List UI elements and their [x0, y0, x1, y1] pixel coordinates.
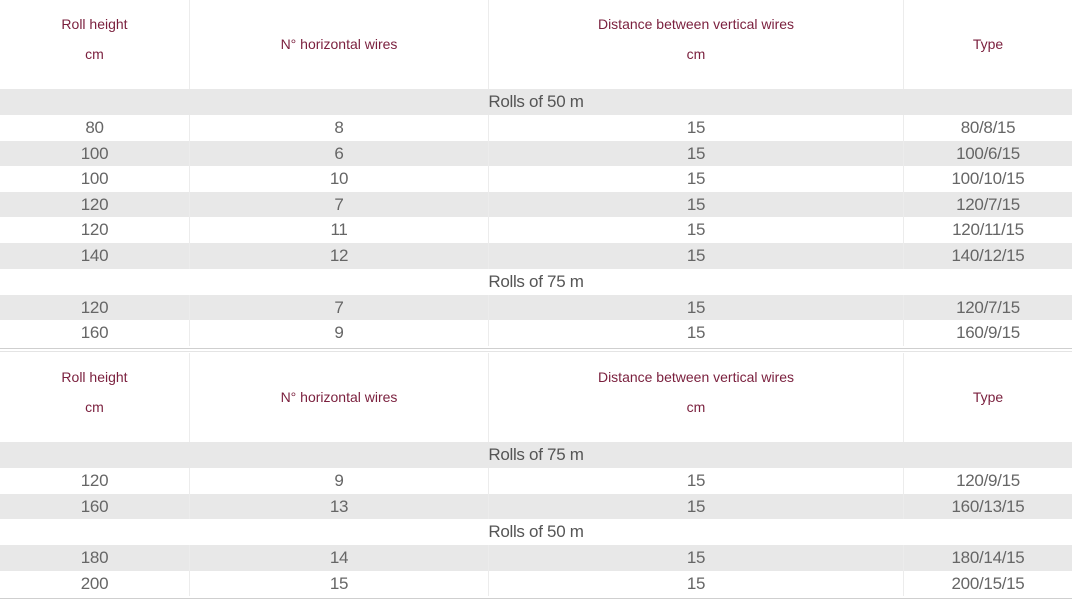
cell-distance: 15: [489, 468, 904, 494]
header-roll-height: Roll height cm: [0, 353, 190, 442]
cell-roll-height: 120: [0, 217, 190, 243]
header-distance: Distance between vertical wires cm: [489, 0, 904, 89]
cell-horizontal-wires: 9: [190, 320, 489, 346]
header-distance-unit: cm: [686, 399, 706, 415]
table-header: Roll height cm N° horizontal wires Dista…: [0, 353, 1072, 442]
table-row: 140 12 15 140/12/15: [0, 242, 1072, 269]
header-horizontal-wires: N° horizontal wires: [190, 0, 489, 89]
table-divider: [0, 351, 1072, 352]
cell-distance: 15: [489, 191, 904, 218]
group-heading: Rolls of 50 m: [0, 519, 1072, 546]
cell-horizontal-wires: 9: [190, 468, 489, 494]
table-row: 80 8 15 80/8/15: [0, 115, 1072, 141]
cell-distance: 15: [489, 493, 904, 520]
cell-type: 160/13/15: [951, 496, 1025, 516]
cell-horizontal-wires: 12: [190, 242, 489, 269]
cell-distance: 15: [489, 115, 904, 141]
cell-horizontal-wires: 7: [190, 191, 489, 218]
cell-distance: 15: [489, 545, 904, 571]
cell-type: 100/6/15: [956, 143, 1020, 163]
header-roll-height-label: Roll height: [61, 16, 128, 32]
header-type: Type: [904, 353, 1072, 442]
cell-type: 140/12/15: [951, 245, 1025, 265]
cell-roll-height: 120: [0, 191, 190, 218]
cell-horizontal-wires: 11: [190, 217, 489, 243]
cell-distance: 15: [489, 294, 904, 321]
header-horizontal-wires-label: N° horizontal wires: [280, 36, 398, 52]
cell-type: 120/9/15: [956, 471, 1020, 490]
cell-roll-height: 200: [0, 570, 190, 597]
header-distance: Distance between vertical wires cm: [489, 353, 904, 442]
header-roll-height: Roll height cm: [0, 0, 190, 89]
cell-roll-height: 100: [0, 140, 190, 167]
cell-horizontal-wires: 15: [190, 570, 489, 597]
cell-distance: 15: [489, 570, 904, 597]
cell-roll-height: 140: [0, 242, 190, 269]
cell-distance: 15: [489, 140, 904, 167]
cell-type: 120/7/15: [956, 297, 1020, 317]
cell-type: 200/15/15: [951, 573, 1025, 593]
cell-roll-height: 120: [0, 468, 190, 494]
table-row: 120 11 15 120/11/15: [0, 217, 1072, 243]
cell-horizontal-wires: 7: [190, 294, 489, 321]
header-horizontal-wires: N° horizontal wires: [190, 353, 489, 442]
spec-table-1: Roll height cm N° horizontal wires Dista…: [0, 0, 1072, 346]
cell-roll-height: 160: [0, 320, 190, 346]
cell-type: 160/9/15: [956, 323, 1020, 343]
group-heading: Rolls of 75 m: [0, 442, 1072, 468]
header-roll-height-label: Roll height: [61, 369, 128, 385]
cell-type: 80/8/15: [960, 118, 1016, 137]
cell-roll-height: 180: [0, 545, 190, 571]
table-row: 200 15 15 200/15/15: [0, 570, 1072, 597]
cell-distance: 15: [489, 242, 904, 269]
cell-type: 120/11/15: [952, 220, 1024, 240]
cell-horizontal-wires: 10: [190, 166, 489, 192]
table-row: 120 7 15 120/7/15: [0, 191, 1072, 218]
cell-roll-height: 80: [0, 115, 190, 141]
header-roll-height-unit: cm: [85, 46, 104, 62]
table-row: 160 13 15 160/13/15: [0, 493, 1072, 520]
header-distance-label: Distance between vertical wires: [597, 369, 795, 385]
cell-roll-height: 100: [0, 166, 190, 192]
group-heading: Rolls of 50 m: [0, 89, 1072, 115]
header-roll-height-unit: cm: [85, 399, 104, 415]
cell-horizontal-wires: 14: [190, 545, 489, 571]
header-type-label: Type: [972, 389, 1004, 405]
cell-roll-height: 120: [0, 294, 190, 321]
table-row: 160 9 15 160/9/15: [0, 320, 1072, 346]
spec-table-2: Roll height cm N° horizontal wires Dista…: [0, 353, 1072, 597]
header-horizontal-wires-label: N° horizontal wires: [280, 389, 398, 405]
cell-type: 180/14/15: [951, 548, 1025, 568]
cell-horizontal-wires: 13: [190, 493, 489, 520]
group-heading: Rolls of 75 m: [0, 268, 1072, 295]
header-type-label: Type: [972, 36, 1004, 52]
cell-horizontal-wires: 8: [190, 115, 489, 141]
cell-distance: 15: [489, 217, 904, 243]
table-row: 120 7 15 120/7/15: [0, 294, 1072, 321]
cell-horizontal-wires: 6: [190, 140, 489, 167]
cell-distance: 15: [489, 166, 904, 192]
table-row: 100 6 15 100/6/15: [0, 140, 1072, 167]
table-divider: [0, 348, 1072, 349]
table-row: 180 14 15 180/14/15: [0, 545, 1072, 571]
cell-type: 120/7/15: [956, 194, 1020, 214]
table-row: 100 10 15 100/10/15: [0, 166, 1072, 192]
cell-roll-height: 160: [0, 493, 190, 520]
header-distance-unit: cm: [686, 46, 706, 62]
cell-distance: 15: [489, 320, 904, 346]
table-row: 120 9 15 120/9/15: [0, 468, 1072, 494]
table-header: Roll height cm N° horizontal wires Dista…: [0, 0, 1072, 89]
header-distance-label: Distance between vertical wires: [597, 16, 795, 32]
table-bottom-border: [0, 598, 1072, 599]
header-type: Type: [904, 0, 1072, 89]
cell-type: 100/10/15: [951, 169, 1025, 189]
